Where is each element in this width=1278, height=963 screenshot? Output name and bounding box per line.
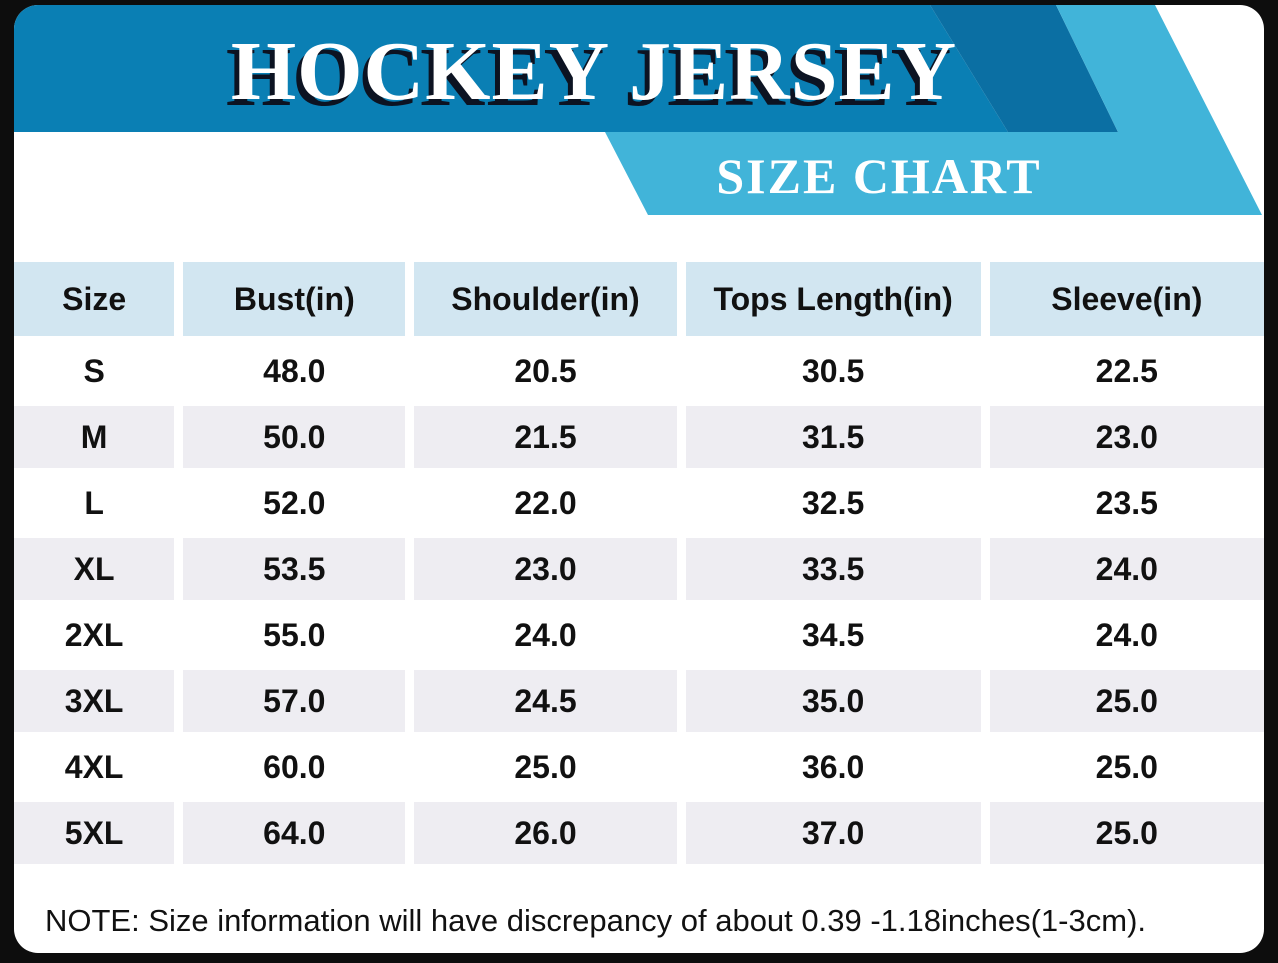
- column-header-tops-length: Tops Length(in): [685, 262, 981, 336]
- measurement-cell: 25.0: [989, 736, 1264, 798]
- table-row: XL 53.5 23.0 33.5 24.0: [14, 538, 1264, 600]
- size-cell: 2XL: [14, 604, 175, 666]
- measurement-cell: 24.5: [414, 670, 677, 732]
- column-header-size: Size: [14, 262, 175, 336]
- measurement-cell: 23.0: [414, 538, 677, 600]
- card-inner: HOCKEY JERSEY SIZE CHART Size Bust(in) S…: [14, 5, 1264, 953]
- size-chart-ribbon-shape: [605, 5, 1262, 215]
- column-header-bust: Bust(in): [183, 262, 406, 336]
- table-row: 3XL 57.0 24.5 35.0 25.0: [14, 670, 1264, 732]
- size-cell: 4XL: [14, 736, 175, 798]
- measurement-cell: 24.0: [989, 604, 1264, 666]
- note-text: NOTE: Size information will have discrep…: [45, 903, 1146, 938]
- table-row: 2XL 55.0 24.0 34.5 24.0: [14, 604, 1264, 666]
- measurement-cell: 23.5: [989, 472, 1264, 534]
- measurement-cell: 32.5: [685, 472, 981, 534]
- measurement-cell: 35.0: [685, 670, 981, 732]
- banner-dark-shape: [14, 5, 1008, 132]
- measurement-cell: 20.5: [414, 340, 677, 402]
- table-row: S 48.0 20.5 30.5 22.5: [14, 340, 1264, 402]
- header-row: Size Bust(in) Shoulder(in) Tops Length(i…: [14, 262, 1264, 336]
- banner-shadow-shape: [930, 5, 1118, 132]
- measurement-cell: 55.0: [183, 604, 406, 666]
- banner-graphic: [14, 5, 1262, 215]
- measurement-cell: 57.0: [183, 670, 406, 732]
- banner-subtitle: SIZE CHART: [716, 148, 1042, 204]
- column-header-shoulder: Shoulder(in): [414, 262, 677, 336]
- table-row: L 52.0 22.0 32.5 23.5: [14, 472, 1264, 534]
- column-header-sleeve: Sleeve(in): [989, 262, 1264, 336]
- measurement-cell: 52.0: [183, 472, 406, 534]
- measurement-cell: 60.0: [183, 736, 406, 798]
- measurement-cell: 22.5: [989, 340, 1264, 402]
- measurement-cell: 24.0: [989, 538, 1264, 600]
- size-cell: XL: [14, 538, 175, 600]
- measurement-cell: 36.0: [685, 736, 981, 798]
- measurement-cell: 50.0: [183, 406, 406, 468]
- measurement-cell: 24.0: [414, 604, 677, 666]
- table-row: 4XL 60.0 25.0 36.0 25.0: [14, 736, 1264, 798]
- size-cell: 5XL: [14, 802, 175, 864]
- measurement-cell: 64.0: [183, 802, 406, 864]
- measurement-cell: 23.0: [989, 406, 1264, 468]
- measurement-cell: 33.5: [685, 538, 981, 600]
- measurement-cell: 25.0: [414, 736, 677, 798]
- size-table: Size Bust(in) Shoulder(in) Tops Length(i…: [14, 258, 1264, 868]
- measurement-cell: 48.0: [183, 340, 406, 402]
- measurement-cell: 30.5: [685, 340, 981, 402]
- size-cell: M: [14, 406, 175, 468]
- measurement-cell: 53.5: [183, 538, 406, 600]
- measurement-cell: 37.0: [685, 802, 981, 864]
- measurement-cell: 21.5: [414, 406, 677, 468]
- measurement-cell: 34.5: [685, 604, 981, 666]
- measurement-cell: 26.0: [414, 802, 677, 864]
- size-cell: 3XL: [14, 670, 175, 732]
- size-cell: L: [14, 472, 175, 534]
- measurement-cell: 25.0: [989, 670, 1264, 732]
- measurement-cell: 31.5: [685, 406, 981, 468]
- size-cell: S: [14, 340, 175, 402]
- measurement-cell: 25.0: [989, 802, 1264, 864]
- table-row: 5XL 64.0 26.0 37.0 25.0: [14, 802, 1264, 864]
- measurement-cell: 22.0: [414, 472, 677, 534]
- banner-title: HOCKEY JERSEY: [230, 25, 958, 118]
- table-row: M 50.0 21.5 31.5 23.0: [14, 406, 1264, 468]
